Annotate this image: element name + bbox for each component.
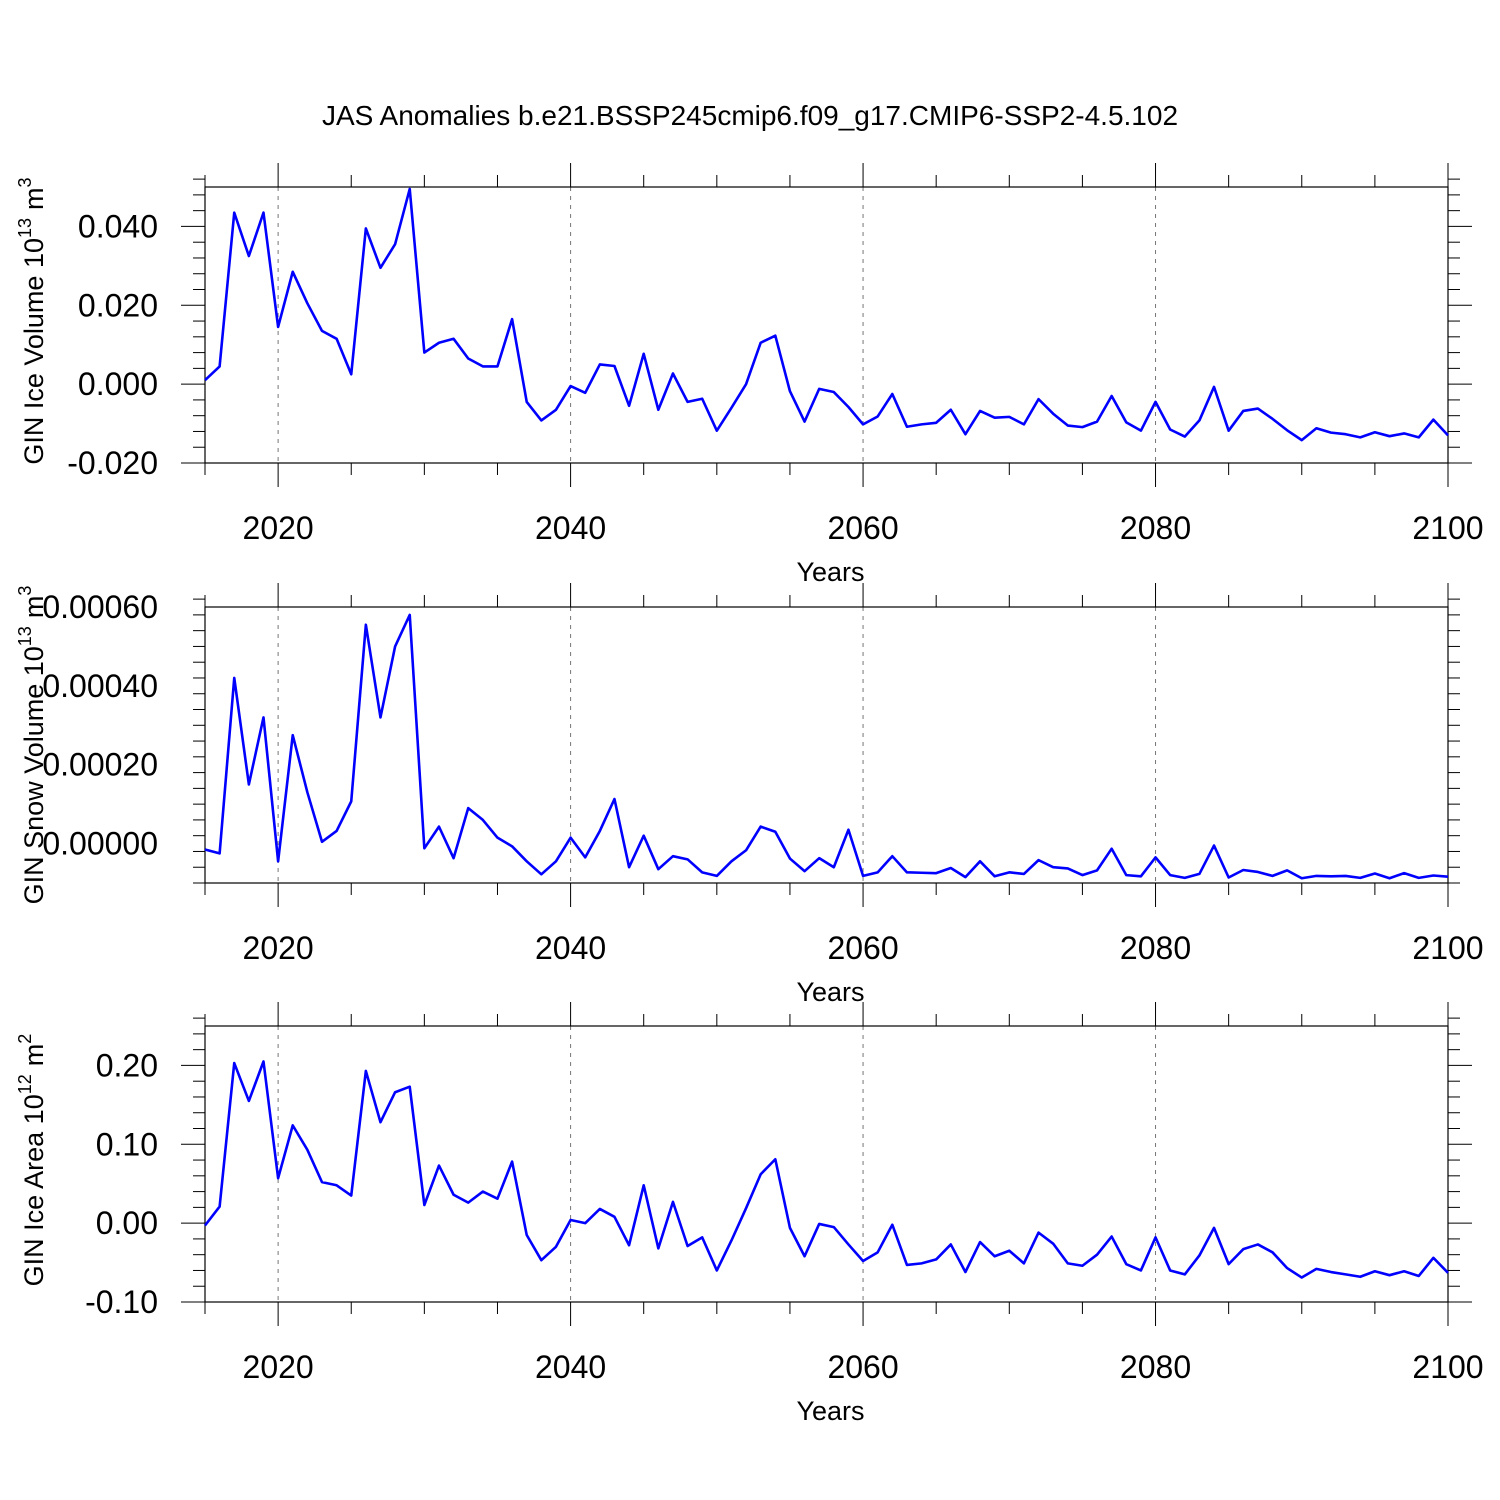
panels: 2020 2040 2060 2080 2100 -0.020 0.000 0.020 0.04…: [15, 163, 1484, 1426]
y-axis-label-part: GIN Ice Area 10: [19, 1094, 49, 1286]
plot-frame: [204, 606, 1449, 884]
x-tick-label: 2040: [535, 1349, 606, 1385]
y-axis-label-superscript: 12: [15, 1074, 35, 1094]
x-axis-label: Years: [796, 1396, 864, 1426]
y-tick-label: 0.20: [96, 1047, 158, 1083]
x-tick-label: 2100: [1412, 930, 1483, 966]
y-axis-label-superscript: 3: [15, 586, 35, 596]
series-line: [204, 613, 1449, 880]
x-tick-label: 2020: [243, 510, 314, 546]
x-tick-label: 2080: [1120, 930, 1191, 966]
plot-frame: [204, 1025, 1449, 1303]
y-axis-label-part: GIN Ice Volume 10: [19, 238, 49, 465]
y-tick-label: 0.00060: [42, 589, 158, 625]
x-axis-label: Years: [796, 977, 864, 1007]
y-tick-label: 0.040: [78, 208, 158, 244]
y-axis-label: GIN Snow Volume 1013 m3: [15, 586, 49, 905]
x-tick-label: 2060: [827, 510, 898, 546]
x-tick-label: 2040: [535, 510, 606, 546]
panel-ice-volume: 2020 2040 2060 2080 2100 -0.020 0.000 0.020 0.04…: [15, 163, 1484, 587]
y-tick-label: -0.10: [85, 1284, 158, 1320]
y-axis-label-superscript: 13: [15, 626, 35, 646]
x-tick-label: 2060: [827, 930, 898, 966]
y-axis-label-part: m: [19, 596, 49, 619]
x-tick-label: 2080: [1120, 510, 1191, 546]
chart-title: JAS Anomalies b.e21.BSSP245cmip6.f09_g17…: [322, 100, 1178, 131]
y-axis-label: GIN Ice Area 1012 m2: [15, 1034, 49, 1287]
y-tick-label: 0.10: [96, 1126, 158, 1162]
x-tick-label: 2040: [535, 930, 606, 966]
y-tick-label: 0.00020: [42, 747, 158, 783]
y-axis-label-part: m: [19, 1044, 49, 1067]
y-tick-label: 0.00040: [42, 668, 158, 704]
x-axis-label: Years: [796, 557, 864, 587]
y-axis-label-superscript: 3: [15, 177, 35, 187]
x-tick-label: 2060: [827, 1349, 898, 1385]
y-tick-label: -0.020: [67, 445, 158, 481]
y-tick-label: 0.00: [96, 1205, 158, 1241]
panel-snow-volume: 2020 2040 2060 2080 2100 0.00000 0.00020 0.0004…: [15, 583, 1484, 1007]
y-axis-label-part: m: [19, 187, 49, 210]
x-tick-label: 2080: [1120, 1349, 1191, 1385]
series-line: [204, 187, 1449, 442]
panel-ice-area: 2020 2040 2060 2080 2100 -0.10 0.00 0.10 0.20 Yea…: [15, 1002, 1484, 1426]
plot-frame: [204, 186, 1449, 464]
x-tick-label: 2020: [243, 930, 314, 966]
y-axis-label-part: GIN Snow Volume 10: [19, 646, 49, 904]
y-tick-label: 0.020: [78, 287, 158, 323]
series-line: [203, 1060, 1449, 1279]
y-axis-label: GIN Ice Volume 1013 m3: [15, 177, 49, 464]
x-tick-label: 2100: [1412, 1349, 1483, 1385]
y-tick-label: 0.000: [78, 366, 158, 402]
x-tick-label: 2020: [243, 1349, 314, 1385]
y-axis-label-superscript: 2: [15, 1034, 35, 1044]
x-tick-label: 2100: [1412, 510, 1483, 546]
y-tick-label: 0.00000: [42, 826, 158, 862]
y-axis-label-superscript: 13: [15, 218, 35, 238]
